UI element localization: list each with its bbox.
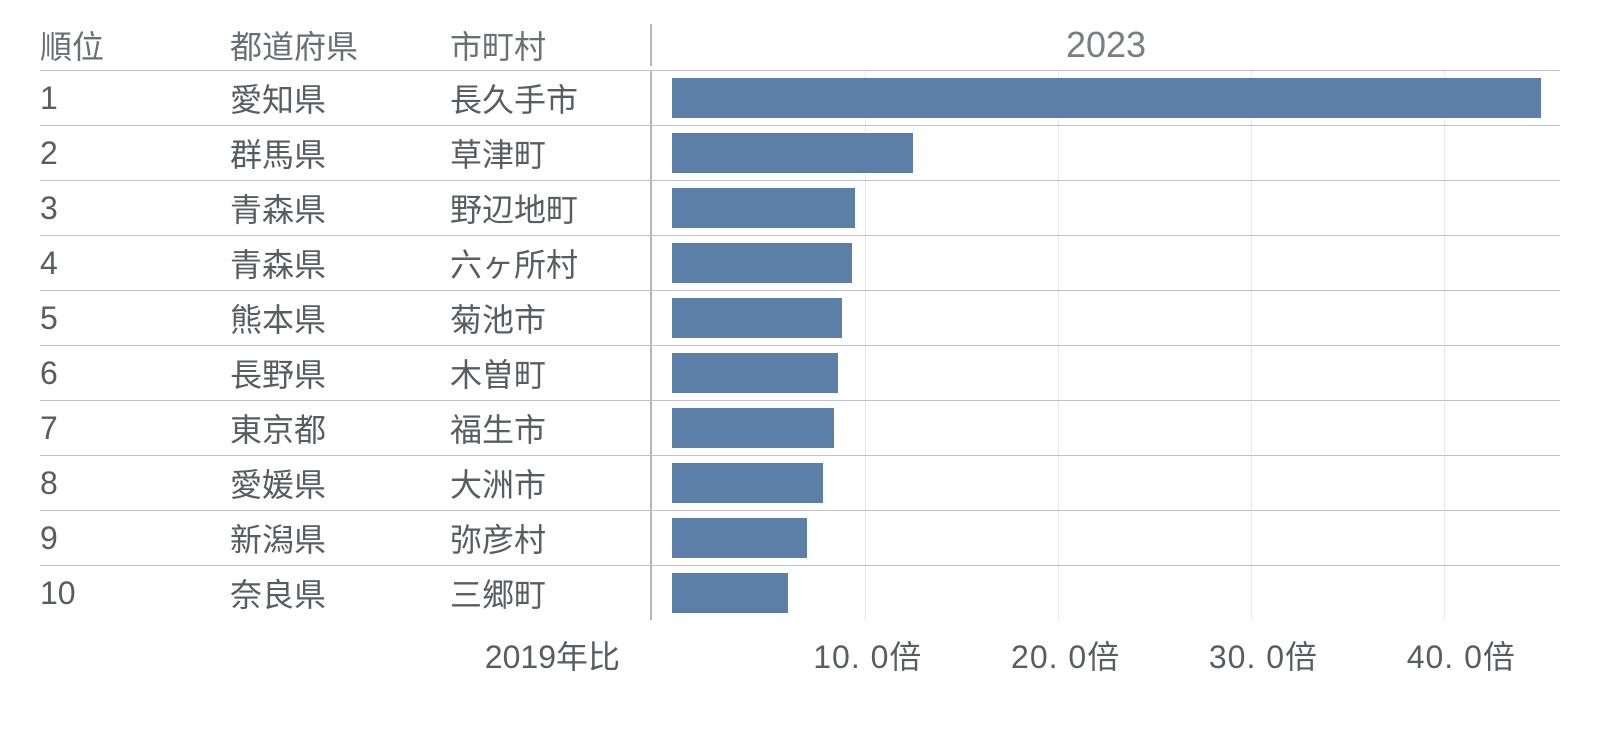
cell-prefecture: 青森県 [230,240,450,286]
cell-city: 草津町 [450,130,650,176]
cell-rank: 8 [40,465,230,502]
cell-city: 長久手市 [450,75,650,121]
cell-rank: 4 [40,245,230,282]
bar [672,133,913,173]
bar [672,188,855,228]
cell-prefecture: 新潟県 [230,515,450,561]
table-row: 1愛知県長久手市 [40,70,1560,125]
table-row: 6長野県木曽町 [40,345,1560,400]
bar [672,518,807,558]
ranking-bar-chart: 順位 都道府県 市町村 2023 1愛知県長久手市2群馬県草津町3青森県野辺地町… [40,20,1560,711]
bar [672,573,788,613]
bar [672,353,838,393]
bar [672,243,852,283]
bar-area [650,71,1560,125]
bar [672,78,1541,118]
tick-label: 10. 0倍 [813,632,922,678]
bar [672,408,834,448]
header-city: 市町村 [450,22,650,68]
cell-city: 木曽町 [450,350,650,396]
cell-rank: 9 [40,520,230,557]
cell-city: 六ヶ所村 [450,240,650,286]
cell-rank: 7 [40,410,230,447]
table-row: 5熊本県菊池市 [40,290,1560,345]
bar-area [650,401,1560,455]
table-row: 10奈良県三郷町 [40,565,1560,620]
cell-prefecture: 奈良県 [230,570,450,616]
bar [672,298,842,338]
bar-area [650,511,1560,565]
cell-prefecture: 群馬県 [230,130,450,176]
tick-label: 20. 0倍 [1011,632,1120,678]
cell-rank: 10 [40,575,230,612]
tick-label: 30. 0倍 [1209,632,1318,678]
tick-label: 40. 0倍 [1407,632,1516,678]
bar-area [650,181,1560,235]
header-year: 2023 [650,24,1560,66]
cell-prefecture: 長野県 [230,350,450,396]
cell-rank: 1 [40,80,230,117]
cell-rank: 2 [40,135,230,172]
axis-ticks: 10. 0倍 20. 0倍 30. 0倍 40. 0倍 [650,632,1560,682]
x-axis: 2019年比 10. 0倍 20. 0倍 30. 0倍 40. 0倍 [40,632,1560,682]
axis-label: 2019年比 [40,632,650,678]
cell-prefecture: 東京都 [230,405,450,451]
bar-area [650,236,1560,290]
bar [672,463,823,503]
bar-area [650,346,1560,400]
table-row: 2群馬県草津町 [40,125,1560,180]
table-row: 8愛媛県大洲市 [40,455,1560,510]
cell-city: 弥彦村 [450,515,650,561]
cell-prefecture: 熊本県 [230,295,450,341]
bar-area [650,126,1560,180]
table-row: 4青森県六ヶ所村 [40,235,1560,290]
cell-prefecture: 青森県 [230,185,450,231]
header-rank: 順位 [40,22,230,68]
cell-prefecture: 愛知県 [230,75,450,121]
cell-city: 菊池市 [450,295,650,341]
table-row: 9新潟県弥彦村 [40,510,1560,565]
table-row: 3青森県野辺地町 [40,180,1560,235]
table-body: 1愛知県長久手市2群馬県草津町3青森県野辺地町4青森県六ヶ所村5熊本県菊池市6長… [40,70,1560,620]
bar-area [650,456,1560,510]
cell-city: 大洲市 [450,460,650,506]
cell-city: 福生市 [450,405,650,451]
cell-city: 野辺地町 [450,185,650,231]
bar-area [650,291,1560,345]
bar-area [650,566,1560,620]
table-header-row: 順位 都道府県 市町村 2023 [40,20,1560,70]
table-row: 7東京都福生市 [40,400,1560,455]
header-prefecture: 都道府県 [230,22,450,68]
cell-prefecture: 愛媛県 [230,460,450,506]
cell-city: 三郷町 [450,570,650,616]
cell-rank: 3 [40,190,230,227]
cell-rank: 6 [40,355,230,392]
cell-rank: 5 [40,300,230,337]
